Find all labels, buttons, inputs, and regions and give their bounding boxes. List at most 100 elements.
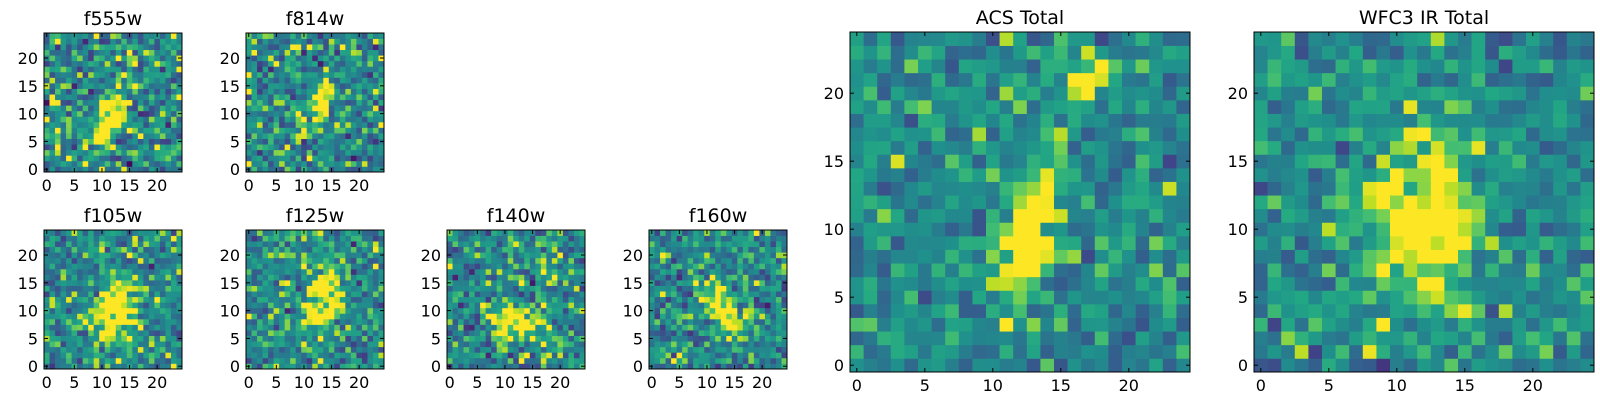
heatmap-cell xyxy=(137,133,144,139)
heatmap-cell xyxy=(170,363,177,370)
y-tick-label: 10 xyxy=(220,105,240,124)
heatmap-cell xyxy=(850,181,864,196)
heatmap-cell xyxy=(649,357,655,364)
heatmap-cell xyxy=(731,285,738,292)
heatmap-cell xyxy=(958,358,973,373)
heatmap-cell xyxy=(82,133,89,139)
heatmap-cell xyxy=(469,246,475,253)
heatmap-cell xyxy=(99,291,106,298)
heatmap-cell xyxy=(66,296,72,303)
heatmap-cell xyxy=(458,352,464,359)
heatmap-cell xyxy=(367,268,374,275)
heatmap-cell xyxy=(306,71,313,78)
heatmap-cell xyxy=(452,346,459,353)
heatmap-cell xyxy=(126,144,133,151)
heatmap-cell xyxy=(931,208,946,223)
heatmap-cell xyxy=(1566,181,1581,196)
heatmap-cell xyxy=(137,127,144,134)
heatmap-cell xyxy=(1176,154,1191,169)
heatmap-cell xyxy=(496,285,503,292)
heatmap-cell xyxy=(312,160,319,167)
heatmap-cell xyxy=(317,268,324,275)
heatmap-cell xyxy=(262,144,269,151)
heatmap-cell xyxy=(367,280,374,286)
heatmap-cell xyxy=(704,318,711,325)
heatmap-cell xyxy=(290,133,297,139)
heatmap-cell xyxy=(99,55,106,62)
heatmap-cell xyxy=(918,59,932,74)
heatmap-cell xyxy=(328,302,335,309)
heatmap-cell xyxy=(71,280,78,286)
heatmap-cell xyxy=(775,257,782,264)
heatmap-cell xyxy=(1026,32,1041,46)
heatmap-cell xyxy=(143,55,150,62)
heatmap-cell xyxy=(496,274,503,281)
heatmap-cell xyxy=(367,230,374,236)
heatmap-cell xyxy=(165,230,172,236)
heatmap-cell xyxy=(649,257,655,264)
heatmap-cell xyxy=(268,330,274,336)
heatmap-cell xyxy=(306,346,313,353)
heatmap-cell xyxy=(458,324,464,331)
heatmap-cell xyxy=(132,363,139,370)
heatmap-cell xyxy=(676,274,683,281)
heatmap-cell xyxy=(918,168,932,182)
heatmap-cell xyxy=(452,363,459,370)
heatmap-cell xyxy=(71,110,78,117)
heatmap-cell xyxy=(463,335,470,342)
heatmap-cell xyxy=(82,49,89,56)
heatmap-cell xyxy=(165,127,172,134)
heatmap-cell xyxy=(262,83,269,89)
heatmap-cell xyxy=(748,296,755,303)
heatmap-cell xyxy=(1566,249,1581,264)
heatmap-cell xyxy=(1335,358,1350,373)
heatmap-cell xyxy=(1040,344,1055,359)
heatmap-cell xyxy=(104,335,111,342)
heatmap-cell xyxy=(693,263,700,270)
heatmap-cell xyxy=(60,116,67,123)
heatmap-cell xyxy=(524,313,531,320)
heatmap-cell xyxy=(345,127,352,134)
heatmap-cell xyxy=(1539,304,1554,318)
heatmap-cell xyxy=(463,246,470,253)
heatmap-cell xyxy=(295,324,302,331)
heatmap-cell xyxy=(82,88,89,95)
heatmap-cell xyxy=(262,105,269,112)
heatmap-cell xyxy=(1054,276,1068,291)
heatmap-cell xyxy=(170,99,177,106)
heatmap-cell xyxy=(945,290,960,305)
heatmap-cell xyxy=(251,268,258,275)
heatmap-cell xyxy=(1498,263,1513,278)
heatmap-cell xyxy=(720,352,727,359)
heatmap-cell xyxy=(126,133,133,139)
heatmap-cell xyxy=(863,263,878,278)
y-tick-label: 0 xyxy=(28,160,38,179)
heatmap-cell xyxy=(1471,249,1486,264)
heatmap-cell xyxy=(121,38,128,45)
heatmap-cell xyxy=(1390,195,1404,210)
heatmap-cell xyxy=(279,94,285,101)
heatmap-cell xyxy=(775,357,782,364)
heatmap-cell xyxy=(154,105,161,112)
heatmap-cell xyxy=(654,302,661,309)
heatmap-cell xyxy=(698,257,705,264)
heatmap-cell xyxy=(66,330,72,336)
heatmap-cell xyxy=(720,302,727,309)
heatmap-cell xyxy=(159,44,166,51)
heatmap-cell xyxy=(251,235,258,242)
heatmap-cell xyxy=(71,49,78,56)
heatmap-cell xyxy=(148,105,155,112)
heatmap-cell xyxy=(170,274,177,281)
heatmap-cell xyxy=(115,94,122,101)
heatmap-cell xyxy=(972,263,987,278)
heatmap-cell xyxy=(491,285,498,292)
heatmap-cell xyxy=(999,249,1014,264)
heatmap-cell xyxy=(165,66,172,73)
heatmap-cell xyxy=(676,252,683,259)
heatmap-cell xyxy=(110,363,117,370)
heatmap-cell xyxy=(110,268,117,275)
heatmap-cell xyxy=(110,66,117,73)
heatmap-cell xyxy=(1040,86,1055,101)
heatmap-cell xyxy=(709,235,716,242)
heatmap-cell xyxy=(1362,168,1377,182)
